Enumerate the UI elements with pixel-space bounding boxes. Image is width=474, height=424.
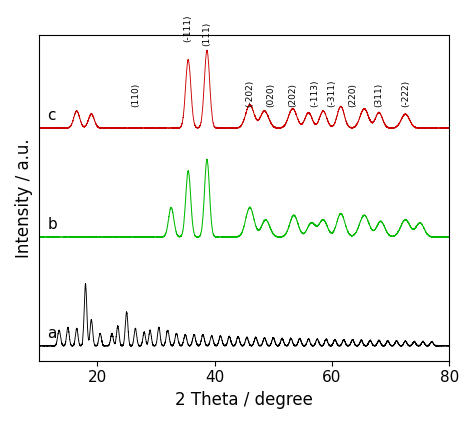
Text: (-202): (-202) <box>246 79 255 107</box>
Text: (020): (020) <box>266 83 275 107</box>
X-axis label: 2 Theta / degree: 2 Theta / degree <box>175 391 313 409</box>
Text: (202): (202) <box>288 83 297 107</box>
Text: (110): (110) <box>131 82 140 107</box>
Text: (311): (311) <box>374 82 383 107</box>
Text: a: a <box>47 326 57 341</box>
Text: (220): (220) <box>348 83 357 107</box>
Text: (-111): (-111) <box>184 15 193 42</box>
Text: c: c <box>47 109 56 123</box>
Text: (111): (111) <box>202 22 211 46</box>
Text: (-222): (-222) <box>401 80 410 107</box>
Text: (-113): (-113) <box>310 79 319 107</box>
Y-axis label: Intensity / a.u.: Intensity / a.u. <box>15 138 33 258</box>
Text: b: b <box>47 218 57 232</box>
Text: (-311): (-311) <box>328 79 337 107</box>
